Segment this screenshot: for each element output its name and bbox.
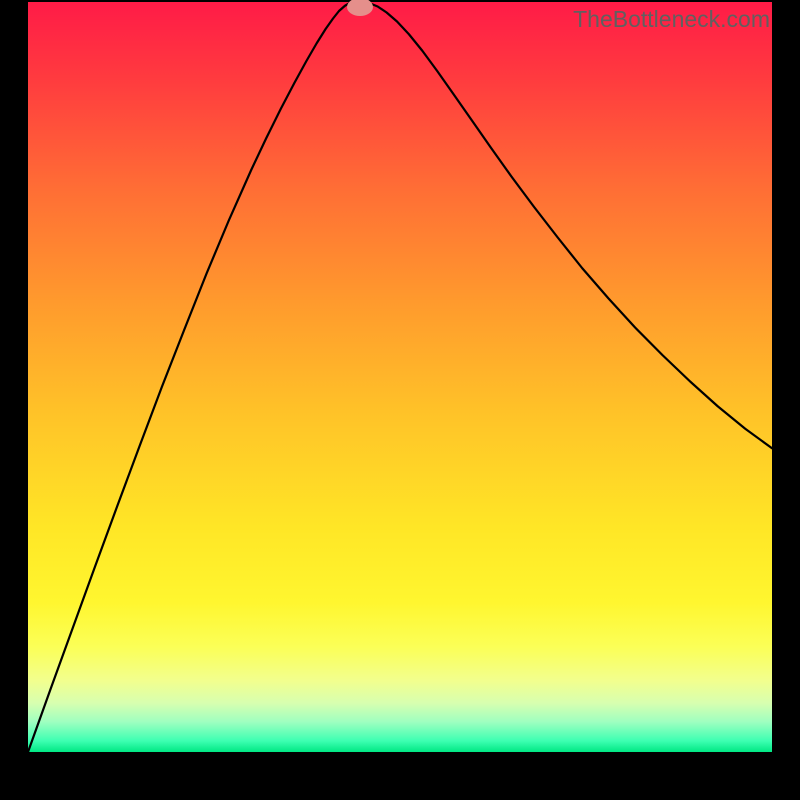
plot-area: [28, 2, 772, 752]
chart-frame: TheBottleneck.com: [0, 0, 800, 800]
watermark-text: TheBottleneck.com: [573, 6, 770, 33]
background-gradient: [28, 2, 772, 752]
